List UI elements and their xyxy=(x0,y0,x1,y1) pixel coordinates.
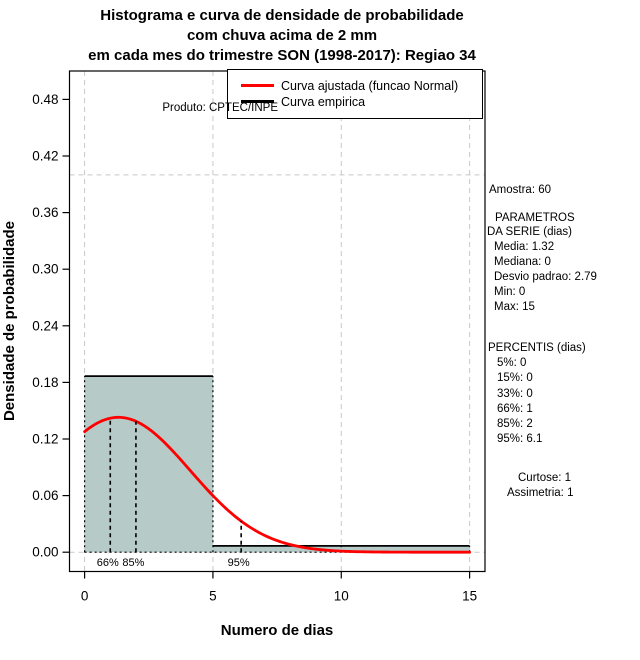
y-axis-label: Densidade de probabilidade xyxy=(1,220,18,422)
legend-label-fitted-curve: Curva ajustada (funcao Normal) xyxy=(281,78,459,93)
legend-label-empirical-curve: Curva empirica xyxy=(281,94,366,109)
legend-item-fitted-curve: Curva ajustada (funcao Normal) xyxy=(241,78,458,93)
chart-title-line-3: em cada mes do trimestre SON (1998-2017)… xyxy=(88,47,476,64)
product-watermark: Produto: CPTEC/INPE xyxy=(162,102,278,114)
fitted-curve-line-sample xyxy=(241,84,274,87)
y-axis-tick-label: 0.24 xyxy=(32,318,59,333)
x-axis-tick-label: 10 xyxy=(334,589,349,604)
x-axis-label: Numero de dias xyxy=(220,622,334,639)
chart-title-line-1: Histograma e curva de densidade de proba… xyxy=(100,7,464,24)
y-axis-tick-label: 0.00 xyxy=(32,545,58,560)
y-axis-tick-label: 0.12 xyxy=(32,432,58,447)
percentile-marker-label: 66% xyxy=(97,557,119,569)
histogram-bar xyxy=(212,545,342,553)
legend: Curva ajustada (funcao Normal) Curva emp… xyxy=(227,69,483,119)
x-axis-tick-label: 15 xyxy=(462,589,477,604)
chart-title: Histograma e curva de densidade de proba… xyxy=(2,6,562,66)
histogram-bar xyxy=(341,545,470,553)
percentile-marker-label: 85% xyxy=(122,557,144,569)
legend-item-empirical-curve: Curva empirica xyxy=(241,94,365,109)
y-axis-tick-label: 0.06 xyxy=(32,488,58,503)
y-axis-tick-label: 0.30 xyxy=(32,262,58,277)
y-axis-tick-label: 0.48 xyxy=(32,92,58,107)
fitted-normal-curve xyxy=(83,415,472,554)
empirical-curve-line-sample xyxy=(241,100,274,103)
histogram-bar xyxy=(84,376,213,553)
percentile-marker-label: 95% xyxy=(228,557,250,569)
chart-title-line-2: com chuva acima de 2 mm xyxy=(186,27,378,44)
y-axis-tick-label: 0.36 xyxy=(32,205,58,220)
y-axis-tick-label: 0.18 xyxy=(32,375,58,390)
y-axis-tick-label: 0.42 xyxy=(32,149,58,164)
x-axis-tick-label: 5 xyxy=(209,589,217,604)
x-axis-tick-label: 0 xyxy=(81,589,89,604)
